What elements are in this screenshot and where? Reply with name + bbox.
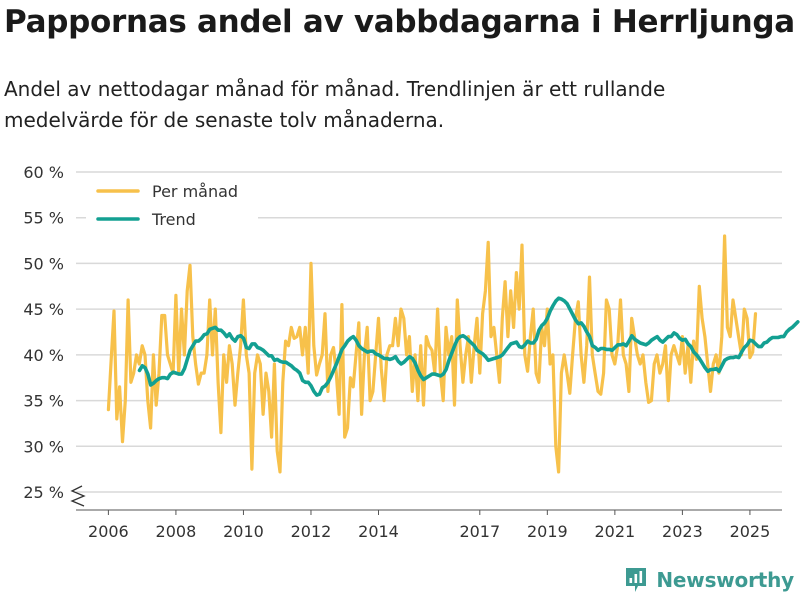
series-line-per-manad bbox=[106, 234, 758, 474]
y-tick-label: 60 % bbox=[23, 163, 64, 182]
x-tick-label: 2025 bbox=[730, 522, 771, 541]
bar-chart-logo-icon bbox=[626, 568, 647, 592]
legend-background bbox=[86, 176, 258, 236]
legend: Per månad Trend bbox=[86, 176, 258, 236]
legend-label-trend: Trend bbox=[151, 210, 196, 229]
axes: 25 % 30 % 35 % 40 % 45 % 50 % 55 % 60 % 2006 2008… bbox=[23, 163, 782, 541]
x-tick-label: 2008 bbox=[156, 522, 197, 541]
y-tick-label: 35 % bbox=[23, 392, 64, 411]
newsworthy-brand: Newsworthy bbox=[624, 563, 794, 597]
x-tick-label: 2010 bbox=[223, 522, 264, 541]
x-tick-label: 2021 bbox=[595, 522, 636, 541]
x-tick-label: 2006 bbox=[88, 522, 129, 541]
y-tick-label: 30 % bbox=[23, 437, 64, 456]
series-line-trend bbox=[137, 296, 800, 397]
x-tick-label: 2017 bbox=[459, 522, 500, 541]
y-tick-label: 25 % bbox=[23, 483, 64, 502]
axis-break-icon bbox=[70, 485, 86, 507]
chart-subtitle: Andel av nettodagar månad för månad. Tre… bbox=[4, 77, 666, 132]
x-tick-label: 2012 bbox=[291, 522, 332, 541]
y-tick-label: 55 % bbox=[23, 209, 64, 228]
brand-name: Newsworthy bbox=[656, 568, 794, 592]
y-tick-label: 40 % bbox=[23, 346, 64, 365]
legend-label-per-manad: Per månad bbox=[152, 182, 238, 201]
y-tick-label: 50 % bbox=[23, 254, 64, 273]
y-tick-label: 45 % bbox=[23, 300, 64, 319]
x-tick-label: 2019 bbox=[527, 522, 568, 541]
x-tick-label: 2023 bbox=[662, 522, 703, 541]
series-lines bbox=[106, 234, 800, 474]
x-tick-label: 2014 bbox=[358, 522, 399, 541]
page-title: Pappornas andel av vabbdagarna i Herrlju… bbox=[4, 4, 795, 40]
